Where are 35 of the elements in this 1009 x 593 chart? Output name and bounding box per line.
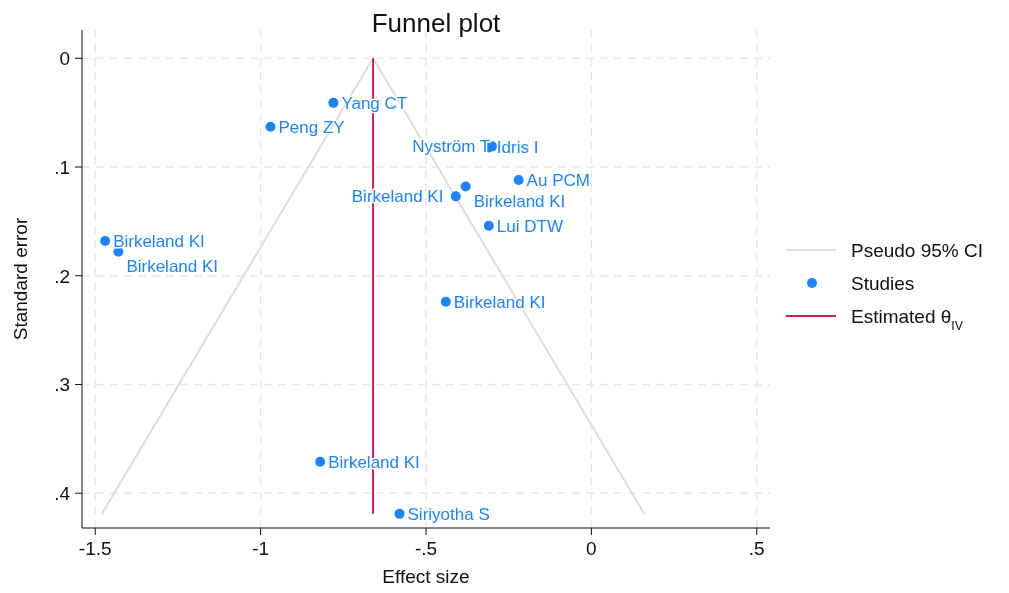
point xyxy=(328,97,339,108)
point xyxy=(394,508,405,519)
point xyxy=(440,296,451,307)
y-tick-label: 0 xyxy=(59,48,70,70)
x-axis-title: Effect size xyxy=(382,566,470,587)
annotation: Au PCM xyxy=(526,171,590,191)
annotation: Birkeland KI xyxy=(126,256,219,276)
point xyxy=(483,220,494,231)
point xyxy=(265,121,276,132)
legend-label: Estimated θ$_{IV}$ xyxy=(851,306,964,333)
legend-label: Pseudo 95% CI xyxy=(851,240,984,261)
y-tick-label: .2 xyxy=(54,265,70,287)
annotation: Birkeland KI xyxy=(473,191,566,211)
x-tick-label: -1 xyxy=(252,538,270,559)
y-tick-label: .3 xyxy=(54,374,70,396)
chart-title: Funnel plot xyxy=(371,8,502,38)
point xyxy=(513,175,524,186)
y-axis-title: Standard error xyxy=(10,217,31,341)
x-tick-label: -.5 xyxy=(414,538,438,559)
point xyxy=(100,235,111,246)
point xyxy=(450,191,461,202)
point xyxy=(460,181,471,192)
annotation: Peng ZY xyxy=(278,117,345,137)
y-tick-label: .4 xyxy=(54,483,71,505)
x-tick-label: .5 xyxy=(748,538,765,559)
annotation: Idris I xyxy=(496,138,539,158)
annotation: Lui DTW xyxy=(496,216,563,236)
x-tick-label: -1.5 xyxy=(78,538,112,559)
annotation: Birkeland KI xyxy=(453,292,546,312)
y-tick-label: .1 xyxy=(54,157,70,178)
legend-label: Studies xyxy=(851,273,915,294)
annotation: Birkeland KI xyxy=(113,231,205,251)
x-tick-label: 0 xyxy=(586,538,597,559)
point xyxy=(315,456,326,467)
annotation: Siriyotha S xyxy=(407,504,490,524)
